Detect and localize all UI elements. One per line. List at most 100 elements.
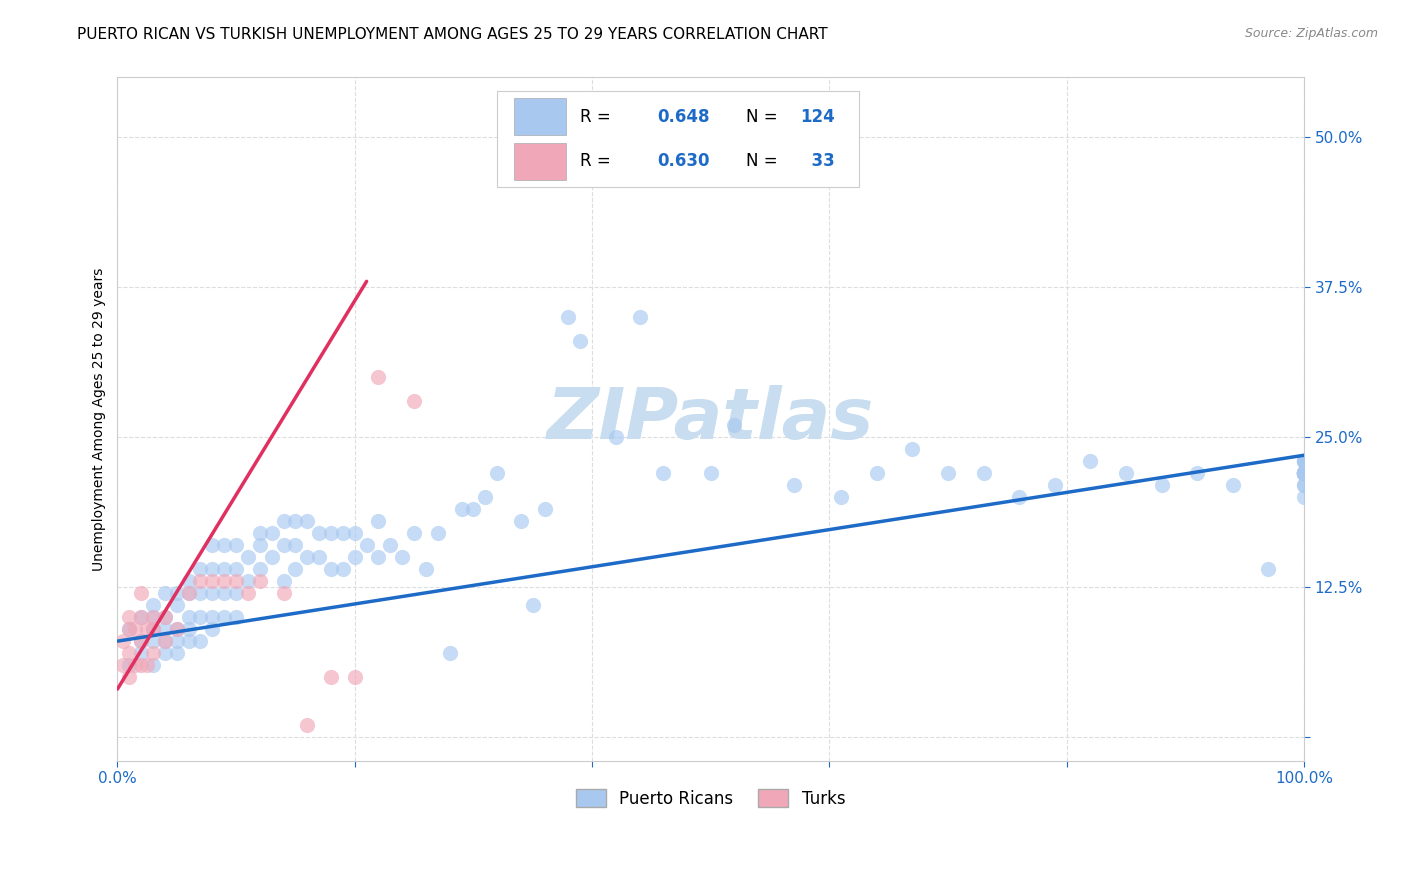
Point [569,334,592,349]
Point [177,586,200,600]
Point [153,610,176,624]
Point [225,562,247,576]
Point [273,538,295,552]
Point [236,550,259,565]
Point [177,574,200,589]
Point [1292,467,1315,481]
Point [118,658,141,673]
Point [118,610,141,624]
Point [1292,478,1315,492]
Point [1292,490,1315,504]
Point [1008,490,1031,504]
Point [1292,467,1315,481]
Point [1150,478,1173,492]
Point [1292,467,1315,481]
FancyBboxPatch shape [498,91,859,186]
Point [166,634,188,648]
Point [249,574,271,589]
Point [723,418,745,433]
Point [136,622,159,636]
Point [112,634,135,648]
Point [1292,467,1315,481]
Point [142,598,165,612]
Point [343,670,366,684]
Point [1115,467,1137,481]
Point [628,310,651,325]
Text: Source: ZipAtlas.com: Source: ZipAtlas.com [1244,27,1378,40]
Point [284,562,307,576]
Text: 0.630: 0.630 [658,153,710,170]
Point [249,526,271,541]
Text: PUERTO RICAN VS TURKISH UNEMPLOYMENT AMONG AGES 25 TO 29 YEARS CORRELATION CHART: PUERTO RICAN VS TURKISH UNEMPLOYMENT AMO… [77,27,828,42]
Point [225,538,247,552]
Point [249,562,271,576]
Point [166,598,188,612]
Point [380,538,402,552]
Point [319,670,342,684]
Point [129,646,152,660]
Point [212,574,235,589]
Text: 124: 124 [800,108,834,126]
Point [124,658,146,673]
Point [759,166,782,180]
Point [201,562,224,576]
Point [1292,467,1315,481]
Point [142,634,165,648]
Point [367,514,389,528]
Point [273,514,295,528]
Point [136,658,159,673]
Point [212,562,235,576]
Point [177,610,200,624]
Point [129,610,152,624]
Point [1292,467,1315,481]
Point [129,610,152,624]
Point [112,658,135,673]
Point [557,310,579,325]
Point [1292,467,1315,481]
Point [166,622,188,636]
Point [1292,467,1315,481]
Point [142,658,165,673]
Point [118,622,141,636]
Point [652,467,675,481]
Point [319,562,342,576]
Point [284,514,307,528]
Point [367,550,389,565]
Point [1257,562,1279,576]
Point [356,538,378,552]
Point [936,467,959,481]
Text: R =: R = [581,153,616,170]
Point [153,646,176,660]
Point [391,550,413,565]
Point [1292,467,1315,481]
Point [212,538,235,552]
Point [973,467,995,481]
Point [212,610,235,624]
Point [190,574,212,589]
Legend: Puerto Ricans, Turks: Puerto Ricans, Turks [569,783,852,814]
Point [236,586,259,600]
Point [201,622,224,636]
Point [830,490,852,504]
Point [129,658,152,673]
Point [1292,467,1315,481]
Point [124,622,146,636]
Y-axis label: Unemployment Among Ages 25 to 29 years: Unemployment Among Ages 25 to 29 years [93,268,107,571]
Text: N =: N = [747,153,783,170]
Point [1292,454,1315,468]
Point [1292,467,1315,481]
Point [783,478,806,492]
Text: 0.648: 0.648 [658,108,710,126]
Point [308,526,330,541]
Point [1292,454,1315,468]
Point [118,646,141,660]
Point [142,610,165,624]
Point [201,574,224,589]
Point [190,610,212,624]
Text: ZIPatlas: ZIPatlas [547,384,875,454]
Point [129,634,152,648]
Text: N =: N = [747,108,783,126]
Point [1080,454,1102,468]
Point [273,586,295,600]
Point [1292,467,1315,481]
